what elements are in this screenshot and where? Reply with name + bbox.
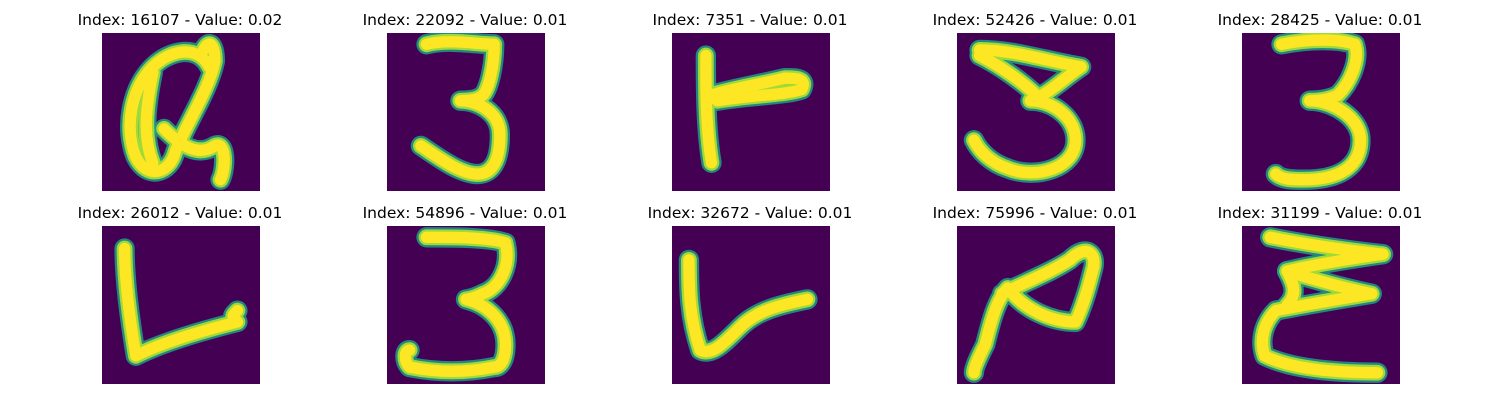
glyph-stroke <box>968 44 1087 179</box>
glyph-stroke <box>700 49 718 169</box>
handwritten-glyph <box>963 241 1104 383</box>
handwritten-glyph <box>678 249 818 362</box>
image-panel: Index: 75996 - Value: 0.01 <box>915 203 1155 393</box>
glyph-stroke <box>140 66 159 169</box>
image-panel: Index: 52426 - Value: 0.01 <box>915 10 1155 200</box>
handwritten-glyph <box>1252 227 1394 383</box>
glyph-stroke <box>1270 34 1367 186</box>
handwritten-glyph <box>695 45 814 173</box>
handwritten-glyph <box>963 39 1092 183</box>
handwritten-glyph <box>395 227 518 382</box>
glyph-stroke <box>399 231 513 377</box>
digit-image <box>387 33 545 191</box>
panel-title: Index: 16107 - Value: 0.02 <box>77 11 283 29</box>
panel-title: Index: 31199 - Value: 0.01 <box>1217 204 1423 222</box>
image-panel: Index: 26012 - Value: 0.01 <box>60 203 300 393</box>
image-panel: Index: 31199 - Value: 0.01 <box>1200 203 1440 393</box>
panel-title: Index: 75996 - Value: 0.01 <box>932 204 1138 222</box>
digit-image <box>957 33 1115 191</box>
digit-image <box>672 226 830 384</box>
glyph-stroke <box>397 229 515 380</box>
glyph-stroke <box>124 38 221 178</box>
handwritten-glyph <box>114 238 248 366</box>
panel-title: Index: 28425 - Value: 0.01 <box>1217 11 1423 29</box>
panel-title: Index: 22092 - Value: 0.01 <box>362 11 568 29</box>
handwritten-glyph <box>410 33 511 185</box>
image-panel: Index: 32672 - Value: 0.01 <box>630 203 870 393</box>
panel-title: Index: 32672 - Value: 0.01 <box>647 204 853 222</box>
glyph-stroke <box>1256 231 1389 379</box>
digit-image <box>102 33 260 191</box>
glyph-stroke <box>1281 265 1300 311</box>
glyph-stroke <box>683 254 814 358</box>
image-panel: Index: 28425 - Value: 0.01 <box>1200 10 1440 200</box>
glyph-stroke <box>973 49 1042 101</box>
digit-image <box>1242 226 1400 384</box>
panel-title: Index: 26012 - Value: 0.01 <box>77 204 283 222</box>
image-panel: Index: 16107 - Value: 0.02 <box>60 10 300 200</box>
panel-title: Index: 54896 - Value: 0.01 <box>362 204 568 222</box>
image-panel: Index: 7351 - Value: 0.01 <box>630 10 870 200</box>
glyph-stroke <box>968 245 1100 379</box>
digit-image <box>102 226 260 384</box>
handwritten-glyph <box>120 33 235 190</box>
glyph-stroke <box>158 123 230 186</box>
digit-image <box>1242 33 1400 191</box>
glyph-stroke <box>415 36 506 180</box>
panel-title: Index: 7351 - Value: 0.01 <box>652 11 848 29</box>
digit-image <box>672 33 830 191</box>
handwritten-glyph <box>1265 33 1371 190</box>
glyph-stroke <box>118 242 244 362</box>
image-panel: Index: 54896 - Value: 0.01 <box>345 203 585 393</box>
digit-image <box>957 226 1115 384</box>
glyph-stroke <box>705 72 809 107</box>
panel-title: Index: 52426 - Value: 0.01 <box>932 11 1138 29</box>
image-panel: Index: 22092 - Value: 0.01 <box>345 10 585 200</box>
digit-image <box>387 226 545 384</box>
